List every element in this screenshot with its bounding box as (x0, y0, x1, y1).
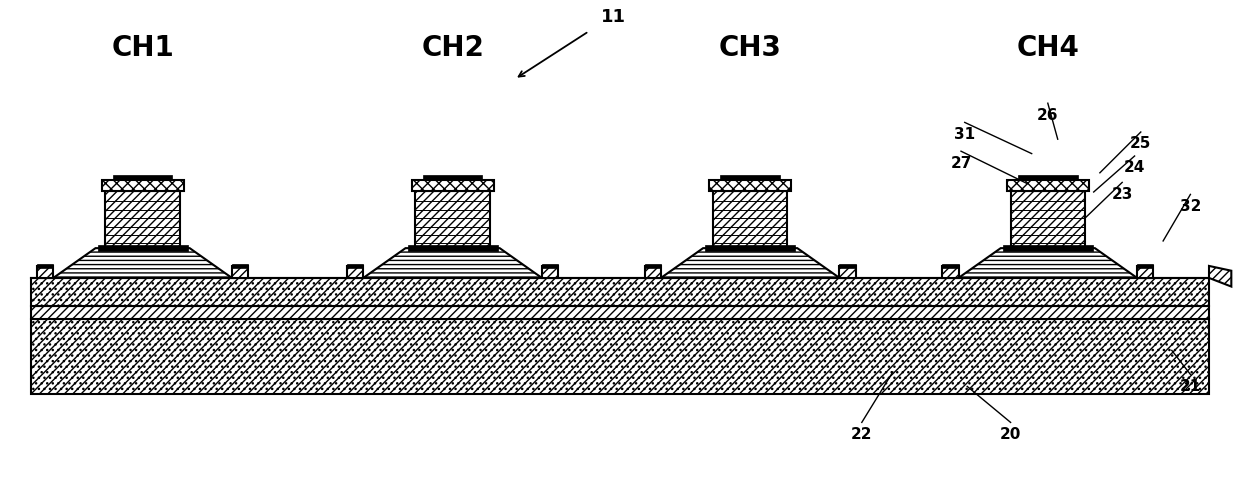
Bar (1003, 245, 1092, 251)
Polygon shape (53, 248, 232, 278)
Bar (713, 191, 787, 248)
Bar (232, 264, 248, 268)
Text: CH1: CH1 (112, 34, 174, 62)
Bar (31, 319, 1209, 394)
Polygon shape (959, 248, 1137, 278)
Bar (542, 266, 558, 278)
Bar (709, 180, 791, 191)
Bar (408, 245, 497, 251)
Text: CH2: CH2 (422, 34, 484, 62)
Polygon shape (363, 248, 542, 278)
Bar (37, 264, 53, 268)
Bar (37, 266, 53, 278)
Bar (1018, 175, 1078, 180)
Text: 23: 23 (1111, 187, 1133, 202)
Bar (839, 264, 856, 268)
Bar (839, 266, 856, 278)
Polygon shape (661, 248, 839, 278)
Bar (1137, 264, 1153, 268)
Bar (720, 175, 780, 180)
Bar (1137, 266, 1153, 278)
Bar (942, 264, 959, 268)
Bar (105, 191, 180, 248)
Bar (232, 266, 248, 278)
Bar (1011, 191, 1085, 248)
Bar (31, 306, 1209, 319)
Bar (31, 278, 1209, 306)
Text: 24: 24 (1123, 160, 1146, 176)
Bar (347, 266, 363, 278)
Bar (1007, 180, 1089, 191)
Bar (31, 278, 1209, 306)
Polygon shape (1209, 266, 1231, 287)
Bar (102, 180, 184, 191)
Text: 20: 20 (999, 427, 1022, 442)
Text: CH4: CH4 (1017, 34, 1079, 62)
Bar (706, 245, 795, 251)
Bar (423, 175, 482, 180)
Text: 32: 32 (1179, 199, 1202, 214)
Bar (542, 264, 558, 268)
Bar (98, 245, 187, 251)
Bar (645, 264, 661, 268)
Bar (31, 319, 1209, 394)
Bar (645, 266, 661, 278)
Text: 25: 25 (1130, 136, 1152, 152)
Bar (412, 180, 494, 191)
Text: CH3: CH3 (719, 34, 781, 62)
Bar (415, 191, 490, 248)
Bar (113, 175, 172, 180)
Text: 22: 22 (851, 427, 873, 442)
Text: 27: 27 (950, 156, 972, 171)
Text: 26: 26 (1037, 108, 1059, 123)
Text: 21: 21 (1179, 379, 1202, 394)
Text: 11: 11 (601, 8, 626, 26)
Bar (347, 264, 363, 268)
Bar (942, 266, 959, 278)
Text: 31: 31 (954, 127, 976, 142)
